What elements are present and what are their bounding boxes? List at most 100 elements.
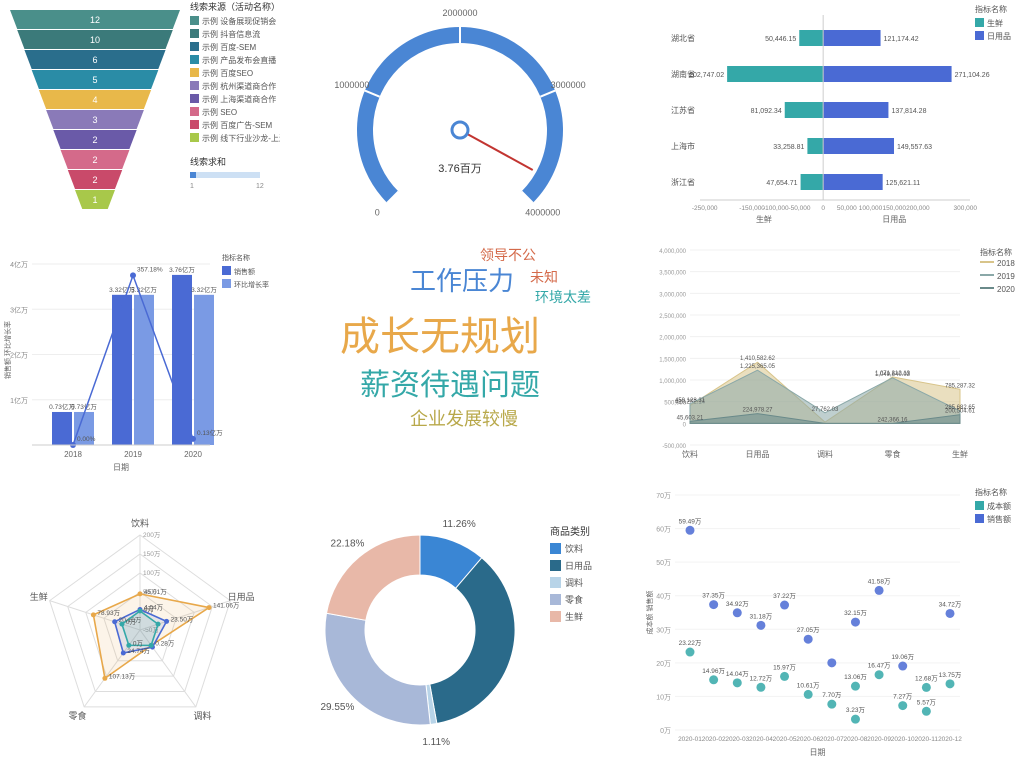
svg-text:-250,000: -250,000 — [692, 205, 718, 212]
svg-text:饮料: 饮料 — [565, 543, 583, 554]
svg-text:2020-12: 2020-12 — [938, 736, 962, 743]
svg-text:饮料: 饮料 — [131, 518, 149, 529]
svg-text:70万: 70万 — [656, 492, 671, 500]
svg-text:78.93万: 78.93万 — [97, 609, 120, 617]
svg-text:日用品: 日用品 — [882, 215, 906, 224]
svg-text:2020-01: 2020-01 — [678, 736, 702, 743]
svg-text:0: 0 — [375, 208, 380, 218]
svg-text:浙江省: 浙江省 — [671, 177, 695, 187]
svg-text:37.35万: 37.35万 — [702, 592, 725, 600]
radar-chart: -50万0万50万100万150万200万饮料日用品调料零食生鲜45.01万14… — [0, 480, 280, 768]
svg-text:1.11%: 1.11% — [422, 737, 450, 748]
svg-text:12.68万: 12.68万 — [915, 674, 938, 682]
svg-text:20万: 20万 — [656, 660, 671, 668]
svg-text:200,504.61: 200,504.61 — [945, 409, 976, 415]
svg-text:示例 产品发布会直播: 示例 产品发布会直播 — [202, 55, 276, 65]
svg-text:0: 0 — [683, 422, 687, 428]
svg-text:2018: 2018 — [64, 450, 82, 459]
svg-text:14.04万: 14.04万 — [726, 670, 749, 678]
svg-text:湖北省: 湖北省 — [671, 33, 695, 43]
wordcloud: 领导不公工作压力未知环境太差成长无规划薪资待遇问题企业发展较慢 — [280, 240, 640, 480]
svg-text:3,000,000: 3,000,000 — [659, 292, 686, 298]
svg-text:指标名称: 指标名称 — [975, 4, 1007, 14]
svg-text:线索来源（活动名称）: 线索来源（活动名称） — [190, 1, 280, 12]
svg-text:2: 2 — [92, 135, 97, 145]
svg-text:示例 杭州渠道商合作: 示例 杭州渠道商合作 — [202, 81, 276, 91]
svg-text:-50,000: -50,000 — [788, 205, 810, 212]
svg-text:22.18%: 22.18% — [331, 538, 365, 549]
diverging-svg: 湖北省50,446.15121,174.42湖南省202,747.02271,1… — [640, 0, 1024, 240]
svg-text:2018: 2018 — [997, 259, 1015, 268]
svg-text:202,747.02: 202,747.02 — [689, 72, 724, 79]
svg-text:1,410,582.62: 1,410,582.62 — [740, 356, 776, 362]
svg-text:成长无规划: 成长无规划 — [340, 315, 540, 359]
svg-text:示例 百度广告-SEM: 示例 百度广告-SEM — [202, 120, 273, 130]
svg-text:2020-03: 2020-03 — [725, 736, 749, 743]
svg-text:1: 1 — [92, 195, 97, 205]
radar-svg: -50万0万50万100万150万200万饮料日用品调料零食生鲜45.01万14… — [0, 480, 280, 768]
svg-text:200万: 200万 — [143, 531, 161, 539]
svg-text:-100,000: -100,000 — [763, 205, 789, 212]
svg-text:调料: 调料 — [194, 710, 212, 721]
svg-text:生鲜: 生鲜 — [30, 591, 48, 602]
svg-text:调料: 调料 — [817, 449, 833, 459]
svg-text:10.61万: 10.61万 — [797, 681, 820, 689]
svg-text:领导不公: 领导不公 — [480, 247, 536, 263]
svg-text:3: 3 — [92, 115, 97, 125]
svg-text:34.72万: 34.72万 — [939, 600, 962, 608]
svg-text:4亿万: 4亿万 — [10, 260, 28, 269]
svg-text:零食: 零食 — [565, 594, 583, 605]
svg-text:224,978.27: 224,978.27 — [742, 408, 773, 414]
svg-text:50万: 50万 — [656, 559, 671, 567]
svg-text:15.97万: 15.97万 — [773, 663, 796, 671]
svg-text:示例 线下行业沙龙-上海: 示例 线下行业沙龙-上海 — [202, 133, 280, 143]
svg-text:5.57万: 5.57万 — [917, 698, 937, 706]
svg-text:日用品: 日用品 — [987, 32, 1011, 41]
svg-text:成本额: 成本额 — [987, 501, 1011, 511]
svg-text:2020: 2020 — [184, 450, 202, 459]
svg-text:0万: 0万 — [660, 727, 671, 735]
svg-text:零食: 零食 — [885, 449, 901, 459]
svg-text:19.06万: 19.06万 — [891, 653, 914, 661]
donut-chart: 11.26%1.11%29.55%22.18%商品类别饮料日用品调料零食生鲜 — [280, 480, 640, 768]
combo-chart: 1亿万2亿万3亿万4亿万0.73亿万0.73亿万20183.32亿万3.32亿万… — [0, 240, 280, 480]
svg-text:60万: 60万 — [656, 526, 671, 534]
svg-text:0: 0 — [821, 205, 825, 212]
svg-text:3.32亿万: 3.32亿万 — [131, 285, 157, 294]
svg-text:7.70万: 7.70万 — [822, 691, 842, 699]
svg-text:0万: 0万 — [144, 605, 155, 613]
svg-text:-150,000: -150,000 — [739, 205, 765, 212]
svg-text:线索求和: 线索求和 — [190, 156, 226, 167]
svg-text:3000000: 3000000 — [551, 80, 586, 90]
svg-text:37.22万: 37.22万 — [773, 592, 796, 600]
svg-text:31.18万: 31.18万 — [750, 612, 773, 620]
svg-text:日期: 日期 — [810, 748, 826, 757]
svg-text:生鲜: 生鲜 — [987, 18, 1003, 28]
svg-text:成本额 销售额: 成本额 销售额 — [645, 591, 654, 635]
svg-text:33,258.81: 33,258.81 — [773, 144, 804, 151]
svg-text:2020: 2020 — [997, 285, 1015, 294]
svg-text:日用品: 日用品 — [565, 561, 592, 571]
svg-text:示例 SEO: 示例 SEO — [202, 107, 237, 117]
svg-text:薪资待遇问题: 薪资待遇问题 — [360, 369, 540, 402]
svg-text:7.27万: 7.27万 — [893, 693, 913, 701]
svg-text:3.76百万: 3.76百万 — [438, 163, 481, 175]
svg-text:示例 设备展现促销会: 示例 设备展现促销会 — [202, 16, 276, 26]
svg-text:示例 上海渠道商合作: 示例 上海渠道商合作 — [202, 94, 276, 104]
svg-text:271,104.26: 271,104.26 — [955, 72, 990, 79]
svg-text:107.13万: 107.13万 — [109, 672, 136, 680]
svg-text:环境太差: 环境太差 — [535, 289, 591, 305]
svg-text:121,174.42: 121,174.42 — [884, 36, 919, 43]
svg-text:销售额: 销售额 — [234, 267, 255, 276]
svg-text:50,000: 50,000 — [837, 205, 857, 212]
svg-text:29.55%: 29.55% — [320, 702, 354, 713]
diverging-bar-chart: 湖北省50,446.15121,174.42湖南省202,747.02271,1… — [640, 0, 1024, 240]
svg-text:生鲜: 生鲜 — [565, 611, 583, 622]
svg-text:2019: 2019 — [997, 272, 1015, 281]
svg-text:4000000: 4000000 — [525, 208, 560, 218]
svg-text:1,500,000: 1,500,000 — [659, 357, 686, 363]
svg-text:3,500,000: 3,500,000 — [659, 271, 686, 277]
svg-text:日用品: 日用品 — [228, 592, 255, 602]
svg-text:149,557.63: 149,557.63 — [897, 144, 932, 151]
svg-text:16.47万: 16.47万 — [868, 662, 891, 670]
